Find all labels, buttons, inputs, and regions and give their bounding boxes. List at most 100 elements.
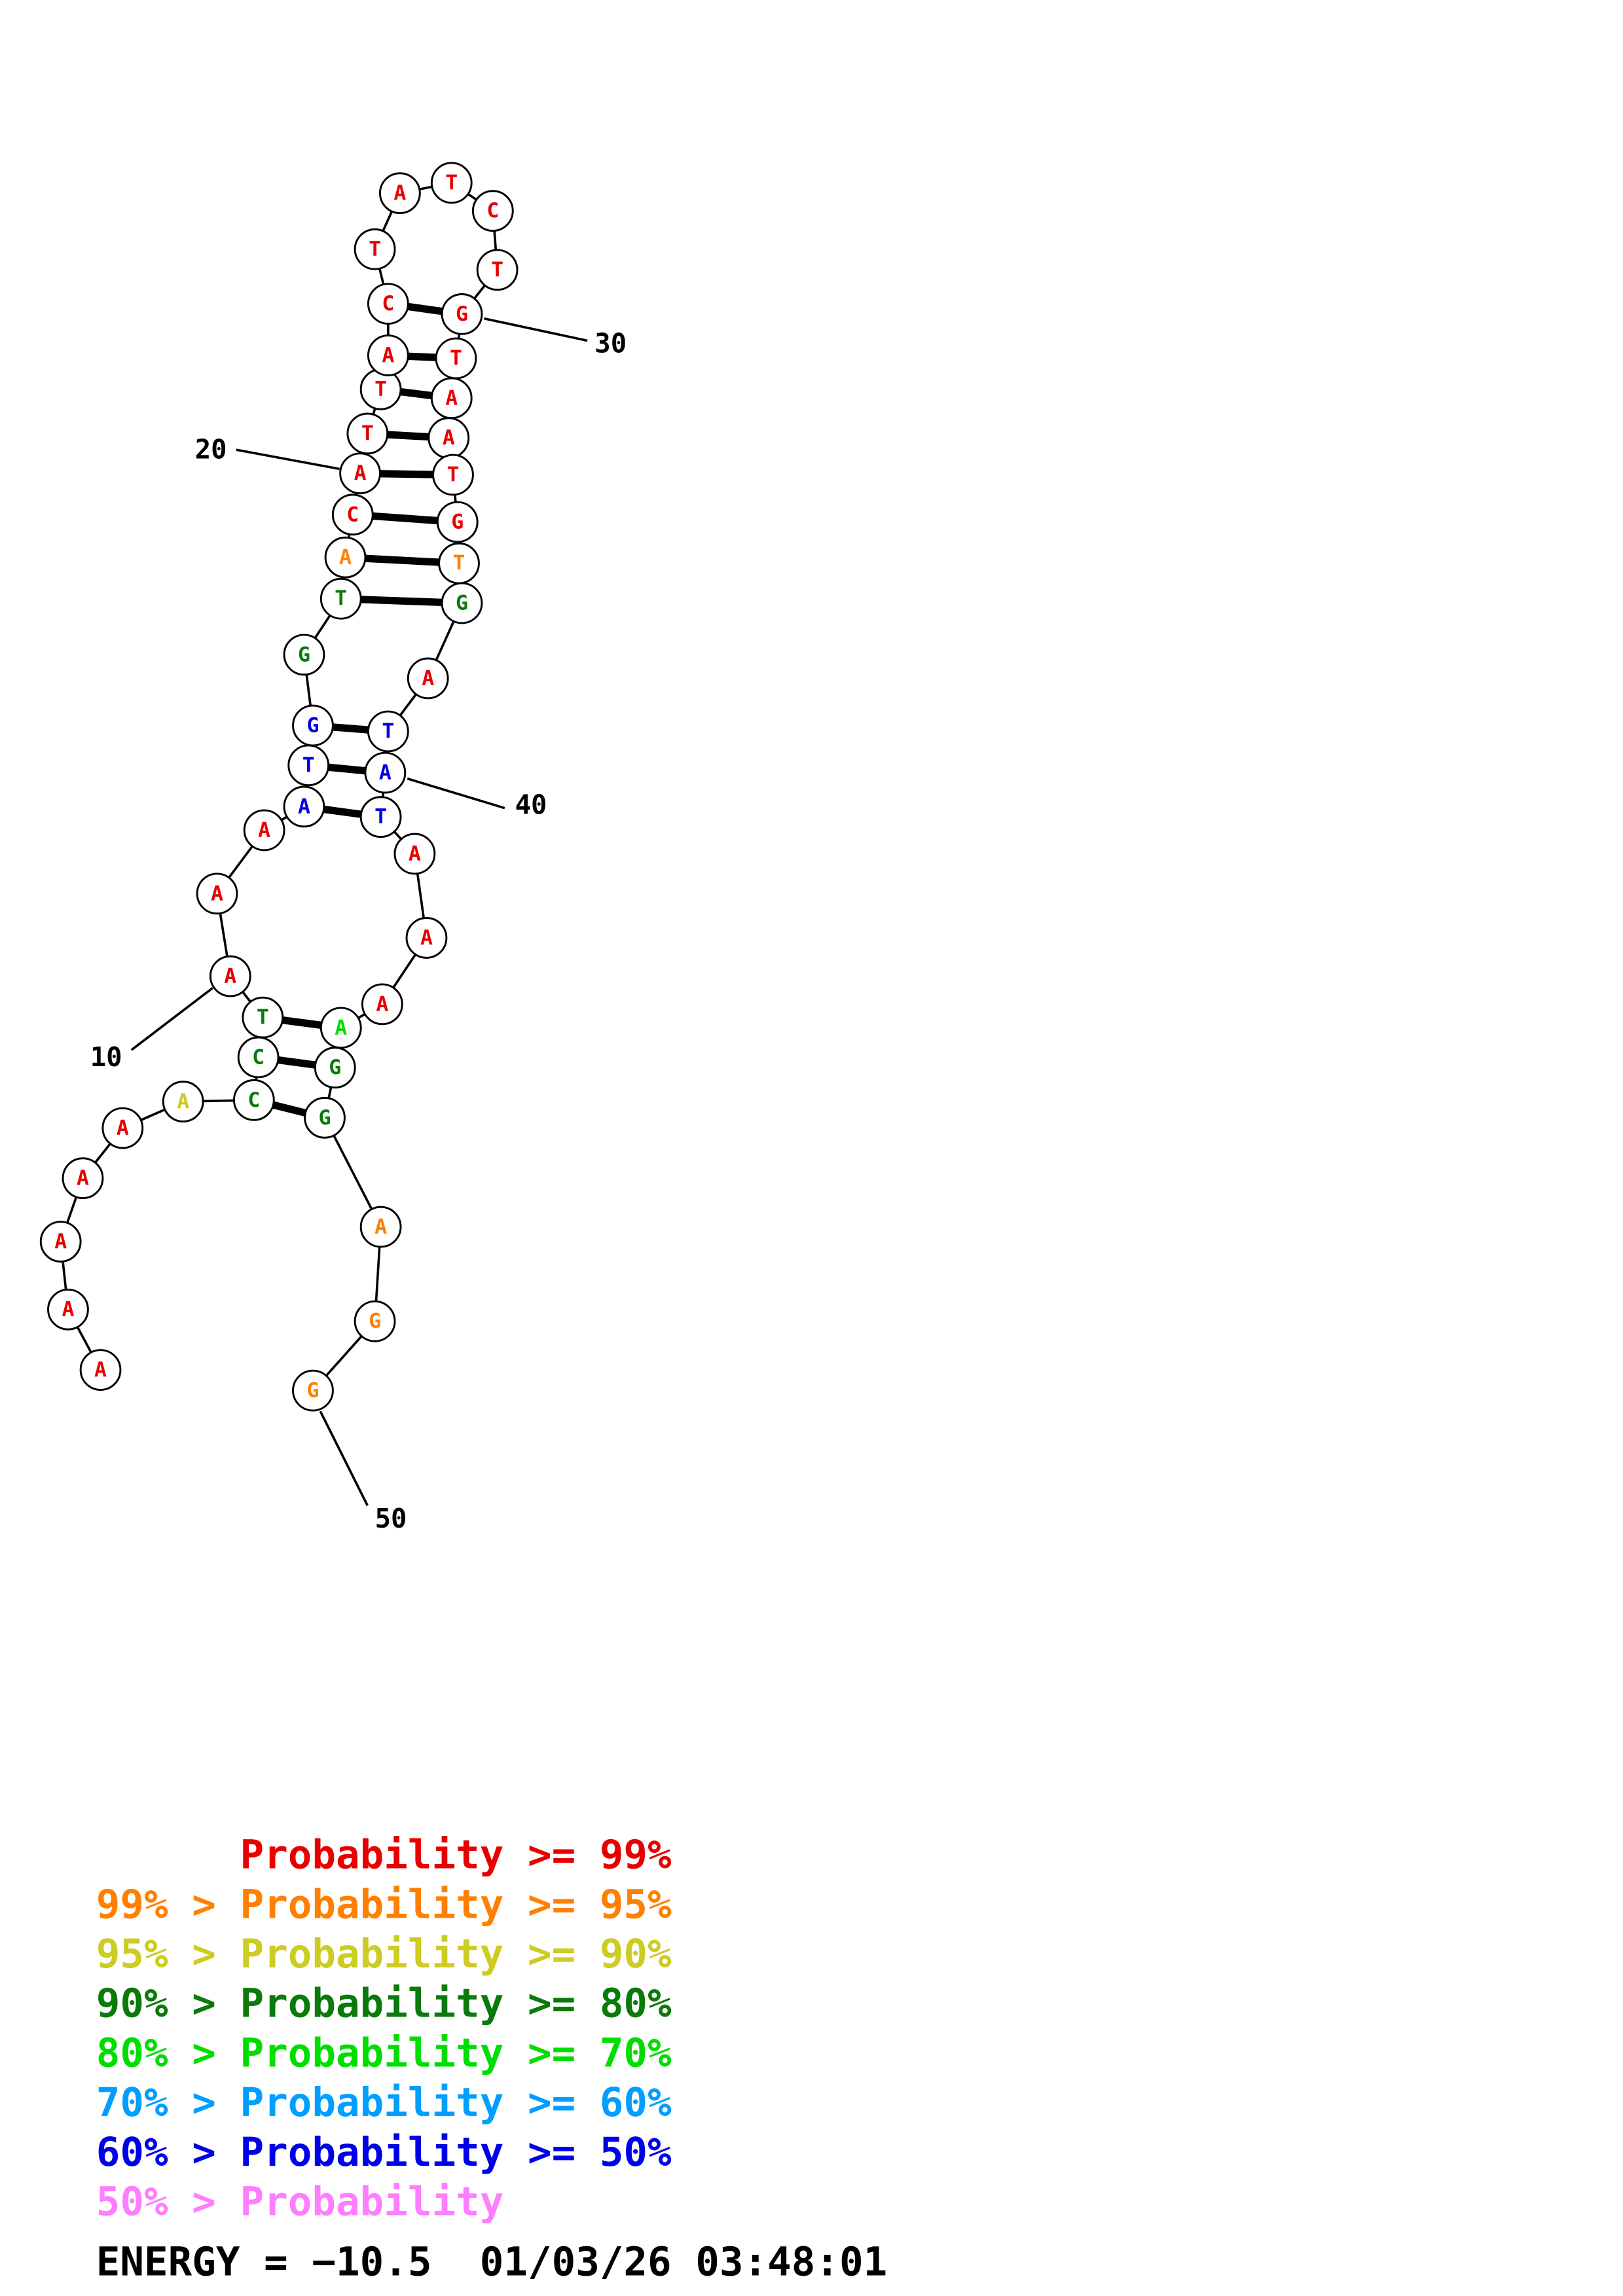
- nucleotide-circle: [432, 454, 474, 496]
- nucleotide-base: T: [335, 587, 347, 611]
- nucleotide-circle: [196, 872, 238, 915]
- nucleotide-base: A: [354, 461, 367, 485]
- nucleotide-circle: [232, 1079, 275, 1121]
- legend-row: 80% > Probability >= 70%: [96, 2030, 672, 2076]
- nucleotide-base: A: [422, 666, 434, 690]
- nucleotide-circle: [314, 1047, 356, 1089]
- nucleotide-base: T: [302, 753, 315, 777]
- nucleotide-base: C: [486, 199, 499, 223]
- nucleotide-circle: [331, 493, 374, 536]
- nucleotide-circle: [359, 796, 402, 838]
- nucleotide-circle: [62, 1157, 104, 1200]
- nucleotide-base: A: [374, 1215, 387, 1239]
- nucleotide-base: A: [420, 926, 433, 950]
- index-leader-line: [130, 987, 213, 1051]
- nucleotide-circle: [47, 1288, 89, 1331]
- nucleotide-base: T: [374, 378, 387, 401]
- nucleotide-base: T: [257, 1006, 269, 1030]
- nucleotide-base: T: [447, 463, 460, 486]
- nucleotide-circle: [283, 634, 325, 676]
- index-label: 10: [90, 1041, 122, 1073]
- index-leader-line: [483, 317, 588, 342]
- nucleotide-circle: [319, 577, 362, 620]
- nucleotide-base: C: [247, 1088, 260, 1112]
- legend-row: Probability >= 99%: [96, 1833, 672, 1878]
- nucleotide-base: A: [62, 1298, 74, 1321]
- nucleotide-base: C: [346, 503, 359, 526]
- nucleotide-base: G: [329, 1056, 341, 1079]
- legend-row: 50% > Probability: [96, 2179, 504, 2225]
- nucleotide-base: A: [335, 1016, 347, 1039]
- nucleotide-base: A: [117, 1117, 129, 1140]
- nucleotide-circle: [364, 751, 407, 794]
- nucleotide-circle: [354, 228, 396, 270]
- legend-row: 95% > Probability >= 90%: [96, 1931, 672, 1977]
- nucleotide-base: T: [491, 258, 503, 281]
- index-label: 20: [195, 434, 227, 465]
- nucleotide-base: A: [54, 1230, 67, 1253]
- nucleotide-base: T: [453, 552, 465, 575]
- nucleotide-base: G: [306, 714, 319, 738]
- nucleotide-circle: [292, 1369, 334, 1412]
- index-label: 50: [375, 1503, 407, 1534]
- nucleotide-base: G: [319, 1106, 331, 1130]
- nucleotide-circle: [283, 785, 325, 828]
- nucleotide-base: T: [374, 805, 387, 829]
- nucleotide-base: G: [306, 1379, 319, 1403]
- nucleotide-circle: [367, 283, 409, 325]
- nucleotide-circle: [79, 1349, 122, 1391]
- legend-row: 70% > Probability >= 60%: [96, 2080, 672, 2126]
- nucleotide-circle: [354, 1300, 396, 1342]
- nucleotide-base: A: [77, 1166, 89, 1190]
- nucleotide-base: G: [369, 1310, 381, 1333]
- nucleotide-base: A: [393, 181, 406, 205]
- nucleotide-base: G: [451, 511, 464, 534]
- nucleotide-base: A: [224, 965, 236, 988]
- index-leader-line: [407, 777, 505, 810]
- nucleotide-base: A: [382, 344, 394, 367]
- nucleotide-base: A: [177, 1090, 189, 1113]
- nucleotide-base: C: [252, 1045, 264, 1069]
- index-label: 40: [515, 789, 547, 821]
- index-leader-line: [236, 448, 340, 471]
- nucleotide-circle: [39, 1221, 82, 1263]
- nucleotide-circle: [242, 996, 284, 1039]
- nucleotide-base: A: [298, 795, 310, 818]
- nucleotide-circle: [162, 1081, 204, 1122]
- nucleotide-circle: [430, 162, 473, 204]
- nucleotide-base: T: [382, 720, 394, 744]
- nucleotide-circle: [436, 501, 479, 543]
- nucleotide-base: G: [298, 643, 310, 666]
- nucleotide-base: A: [211, 882, 223, 905]
- index-label: 30: [594, 327, 627, 359]
- nucleotide-circle: [441, 293, 483, 335]
- nucleotide-circle: [441, 582, 483, 624]
- nucleotide-base: G: [456, 591, 468, 615]
- nucleotide-base: A: [94, 1358, 107, 1382]
- legend-row: 90% > Probability >= 80%: [96, 1981, 672, 2027]
- nucleotide-base: A: [339, 546, 352, 569]
- index-leader-line: [319, 1410, 369, 1507]
- nucleotide-circle: [367, 710, 409, 753]
- nucleotide-base: T: [445, 171, 458, 194]
- nucleotide-circle: [359, 1206, 402, 1248]
- nucleotide-base: A: [409, 842, 421, 866]
- nucleotide-circle: [324, 536, 367, 579]
- nucleotide-circle: [304, 1096, 346, 1139]
- nucleotide-base: T: [361, 422, 374, 445]
- nucleotide-circle: [405, 917, 448, 959]
- nucleotide-circle: [346, 412, 389, 455]
- nucleotide-circle: [339, 452, 381, 495]
- nucleotide-base: C: [382, 292, 394, 315]
- nucleotide-circle: [393, 833, 436, 875]
- nucleotide-circle: [407, 657, 449, 700]
- legend-row: 60% > Probability >= 50%: [96, 2130, 672, 2176]
- nucleotide-circle: [292, 704, 334, 747]
- energy-text: ENERGY = −10.5 01/03/26 03:48:01: [96, 2239, 888, 2285]
- nucleotide-base: A: [258, 818, 270, 842]
- nucleotide-base: A: [443, 426, 455, 450]
- nucleotide-circle: [361, 983, 403, 1026]
- nucleotide-circle: [379, 172, 421, 215]
- nucleotide-circle: [476, 249, 519, 291]
